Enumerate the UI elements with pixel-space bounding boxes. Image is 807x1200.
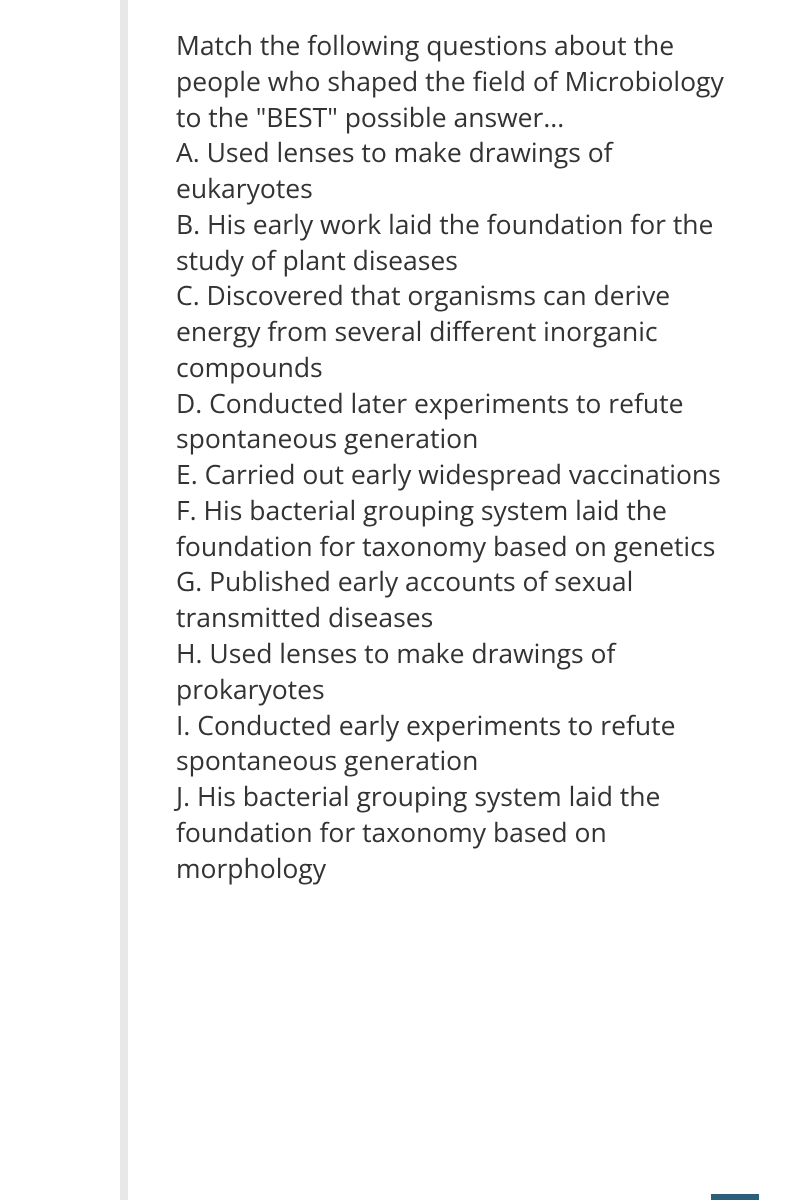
left-indent-border — [120, 0, 128, 1200]
option-h: H. Used lenses to make drawings of proka… — [176, 636, 747, 708]
option-c: C. Discovered that organisms can derive … — [176, 278, 747, 385]
option-f: F. His bacterial grouping system laid th… — [176, 493, 747, 565]
option-i: I. Conducted early experiments to refute… — [176, 708, 747, 780]
accent-bar — [711, 1194, 759, 1200]
option-e: E. Carried out early widespread vaccinat… — [176, 457, 747, 493]
option-d: D. Conducted later experiments to refute… — [176, 386, 747, 458]
option-g: G. Published early accounts of sexual tr… — [176, 564, 747, 636]
option-a: A. Used lenses to make drawings of eukar… — [176, 135, 747, 207]
question-content: Match the following questions about the … — [128, 0, 807, 1200]
question-text-block: Match the following questions about the … — [176, 28, 747, 886]
question-container: Match the following questions about the … — [0, 0, 807, 1200]
option-j: J. His bacterial grouping system laid th… — [176, 779, 747, 886]
question-intro: Match the following questions about the … — [176, 28, 747, 135]
option-b: B. His early work laid the foundation fo… — [176, 207, 747, 279]
